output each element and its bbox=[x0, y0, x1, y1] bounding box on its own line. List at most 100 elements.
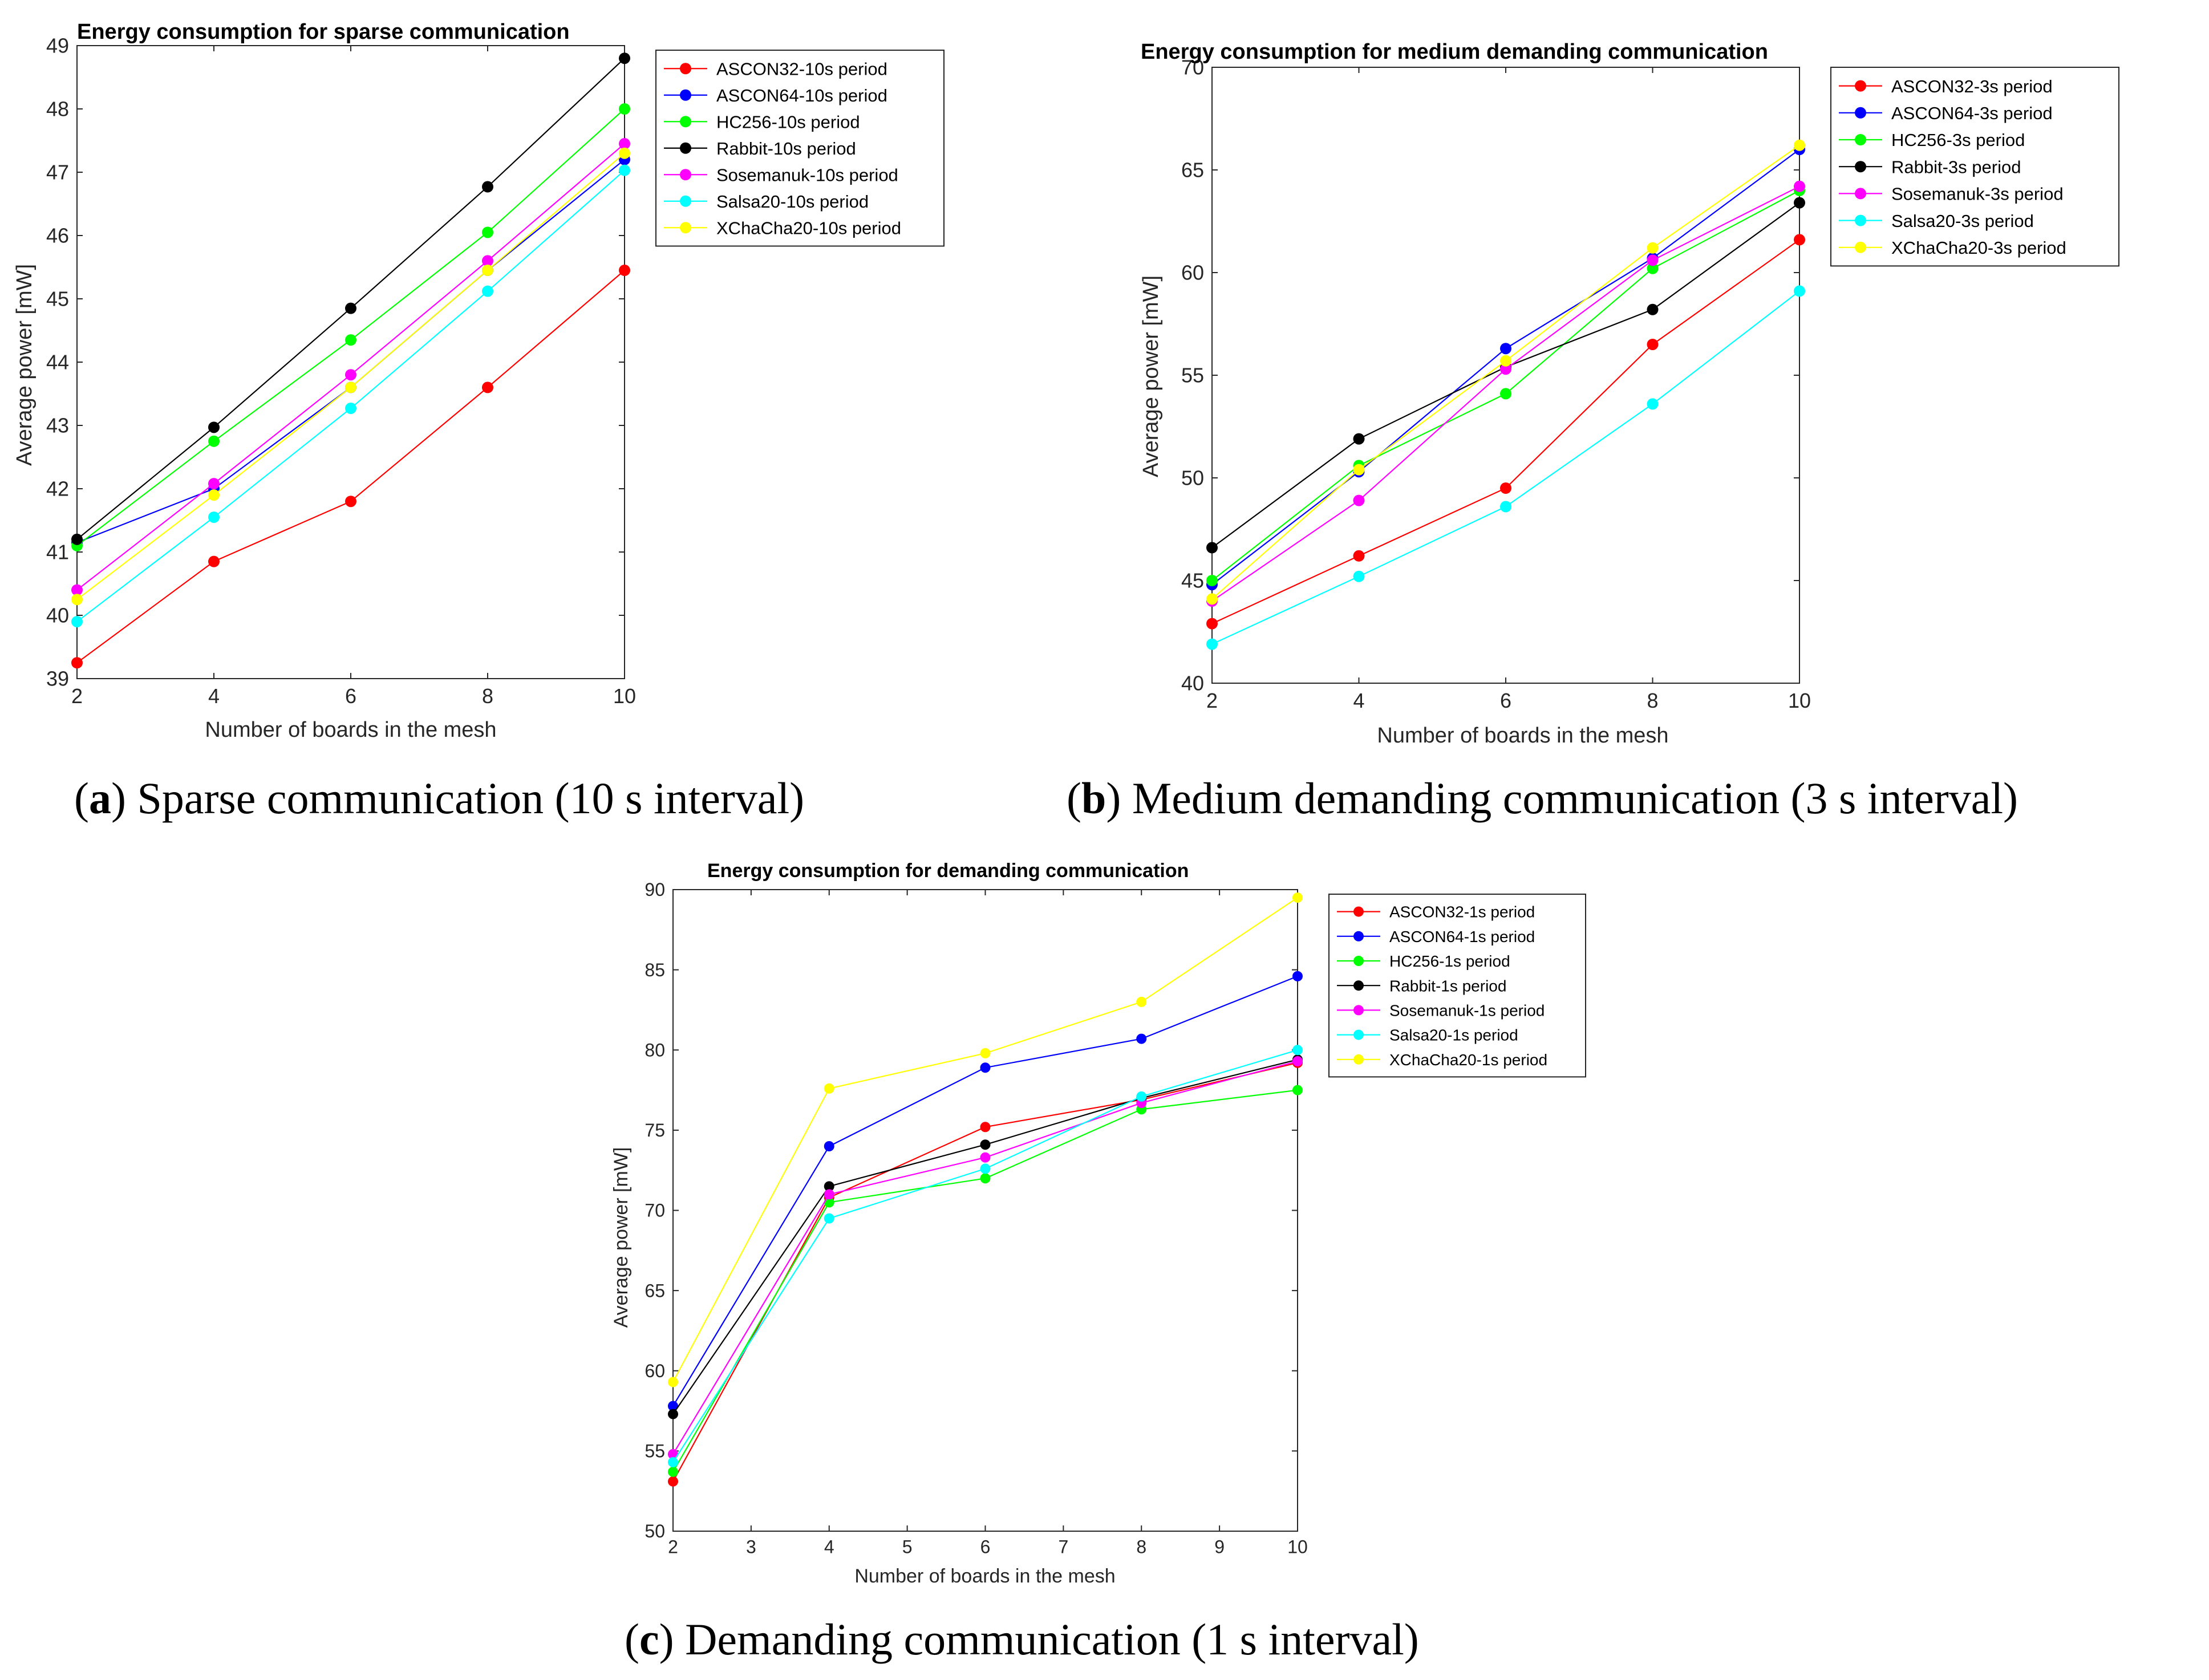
y-tick-label: 65 bbox=[1181, 159, 1204, 182]
x-tick-label: 4 bbox=[208, 684, 220, 708]
x-tick-label: 3 bbox=[746, 1536, 756, 1557]
data-point bbox=[980, 1139, 991, 1150]
data-point bbox=[1206, 593, 1218, 605]
legend-marker bbox=[680, 142, 691, 154]
y-tick-label: 40 bbox=[1181, 672, 1204, 695]
data-point bbox=[1647, 262, 1659, 274]
caption-text: ) Sparse communication (10 s interval) bbox=[111, 773, 805, 823]
y-axis-label: Average power [mW] bbox=[1139, 275, 1163, 477]
x-tick-label: 6 bbox=[1500, 689, 1511, 712]
data-point bbox=[1292, 892, 1303, 903]
data-point bbox=[1292, 1045, 1303, 1056]
legend-label: ASCON32-1s period bbox=[1389, 903, 1535, 921]
legend-label: XChaCha20-10s period bbox=[716, 218, 901, 238]
chart-title: Energy consumption for medium demanding … bbox=[1141, 40, 1768, 64]
data-point bbox=[668, 1476, 678, 1487]
data-point bbox=[1794, 180, 1805, 192]
data-point bbox=[1353, 550, 1365, 562]
x-tick-label: 2 bbox=[668, 1536, 678, 1557]
x-tick-label: 10 bbox=[613, 684, 636, 708]
data-point bbox=[1794, 197, 1805, 209]
legend-marker bbox=[1855, 241, 1866, 253]
caption-b: (b) Medium demanding communication (3 s … bbox=[1067, 773, 2018, 823]
data-point bbox=[824, 1181, 834, 1192]
x-tick-label: 10 bbox=[1788, 689, 1811, 712]
data-point bbox=[1353, 433, 1365, 445]
legend-box bbox=[1830, 67, 2119, 267]
chart-title: Energy consumption for demanding communi… bbox=[707, 860, 1189, 882]
legend-marker bbox=[680, 169, 691, 181]
data-point bbox=[668, 1449, 678, 1459]
y-tick-label: 80 bbox=[645, 1040, 665, 1060]
legend-label: ASCON64-3s period bbox=[1891, 103, 2053, 123]
data-point bbox=[668, 1466, 678, 1477]
y-tick-label: 60 bbox=[1181, 261, 1204, 285]
data-point bbox=[1794, 139, 1805, 151]
data-point bbox=[980, 1062, 991, 1073]
data-point bbox=[619, 138, 630, 150]
caption-text: ) Demanding communication (1 s interval) bbox=[659, 1614, 1419, 1664]
legend-label: Sosemanuk-3s period bbox=[1891, 184, 2064, 204]
legend-marker bbox=[1353, 1005, 1364, 1016]
data-point bbox=[980, 1173, 991, 1184]
data-point bbox=[1647, 254, 1659, 266]
legend-label: ASCON32-10s period bbox=[716, 59, 887, 79]
data-point bbox=[345, 334, 356, 346]
data-point bbox=[208, 511, 220, 523]
data-point bbox=[619, 103, 630, 115]
legend-marker bbox=[1855, 214, 1866, 226]
caption-c: (c) Demanding communication (1 s interva… bbox=[625, 1614, 1419, 1664]
legend-marker bbox=[1353, 956, 1364, 966]
caption-label: b bbox=[1081, 773, 1106, 823]
y-tick-label: 43 bbox=[46, 414, 69, 437]
data-point bbox=[1647, 303, 1659, 315]
legend-label: Sosemanuk-10s period bbox=[716, 165, 898, 185]
data-point bbox=[668, 1401, 678, 1411]
data-point bbox=[1794, 234, 1805, 246]
y-tick-label: 90 bbox=[645, 879, 665, 900]
legend-label: HC256-1s period bbox=[1389, 952, 1510, 970]
legend-marker bbox=[1855, 107, 1866, 119]
data-point bbox=[345, 382, 356, 393]
y-tick-label: 49 bbox=[46, 34, 69, 58]
legend-label: Rabbit-3s period bbox=[1891, 157, 2021, 177]
data-point bbox=[1794, 285, 1805, 297]
data-point bbox=[482, 226, 493, 238]
data-point bbox=[1136, 996, 1147, 1007]
y-tick-label: 55 bbox=[1181, 364, 1204, 387]
legend-marker bbox=[1855, 161, 1866, 173]
data-point bbox=[208, 489, 220, 501]
y-tick-label: 48 bbox=[46, 98, 69, 121]
data-point bbox=[208, 421, 220, 433]
legend-label: Sosemanuk-1s period bbox=[1389, 1001, 1545, 1019]
x-tick-label: 4 bbox=[1353, 689, 1364, 712]
data-point bbox=[345, 369, 356, 381]
legend-marker bbox=[1353, 980, 1364, 991]
y-tick-label: 70 bbox=[645, 1200, 665, 1221]
data-point bbox=[208, 555, 220, 567]
data-point bbox=[482, 382, 493, 393]
caption-label: a bbox=[88, 773, 111, 823]
data-point bbox=[71, 657, 83, 669]
data-point bbox=[71, 584, 83, 596]
legend-label: Rabbit-10s period bbox=[716, 139, 856, 159]
data-point bbox=[71, 594, 83, 606]
y-tick-label: 50 bbox=[1181, 466, 1204, 490]
plot-area-b: 40 45 50 55 60 65 70 2 4 6 8 10 ASCON32-3s period ASC… bbox=[1181, 56, 2119, 712]
data-point bbox=[482, 181, 493, 193]
legend-marker bbox=[680, 195, 691, 207]
data-point bbox=[345, 496, 356, 508]
legend-label: XChaCha20-3s period bbox=[1891, 238, 2066, 258]
x-tick-label: 8 bbox=[482, 684, 493, 708]
data-point bbox=[1353, 464, 1365, 476]
y-tick-label: 46 bbox=[46, 224, 69, 247]
data-point bbox=[1647, 398, 1659, 410]
x-axis-label: Number of boards in the mesh bbox=[854, 1565, 1115, 1587]
y-tick-label: 50 bbox=[645, 1521, 665, 1541]
legend-marker bbox=[1353, 1029, 1364, 1040]
data-point bbox=[1647, 339, 1659, 350]
x-tick-label: 2 bbox=[1206, 689, 1218, 712]
legend-label: HC256-3s period bbox=[1891, 130, 2025, 150]
caption-a: (a) Sparse communication (10 s interval) bbox=[74, 773, 805, 823]
